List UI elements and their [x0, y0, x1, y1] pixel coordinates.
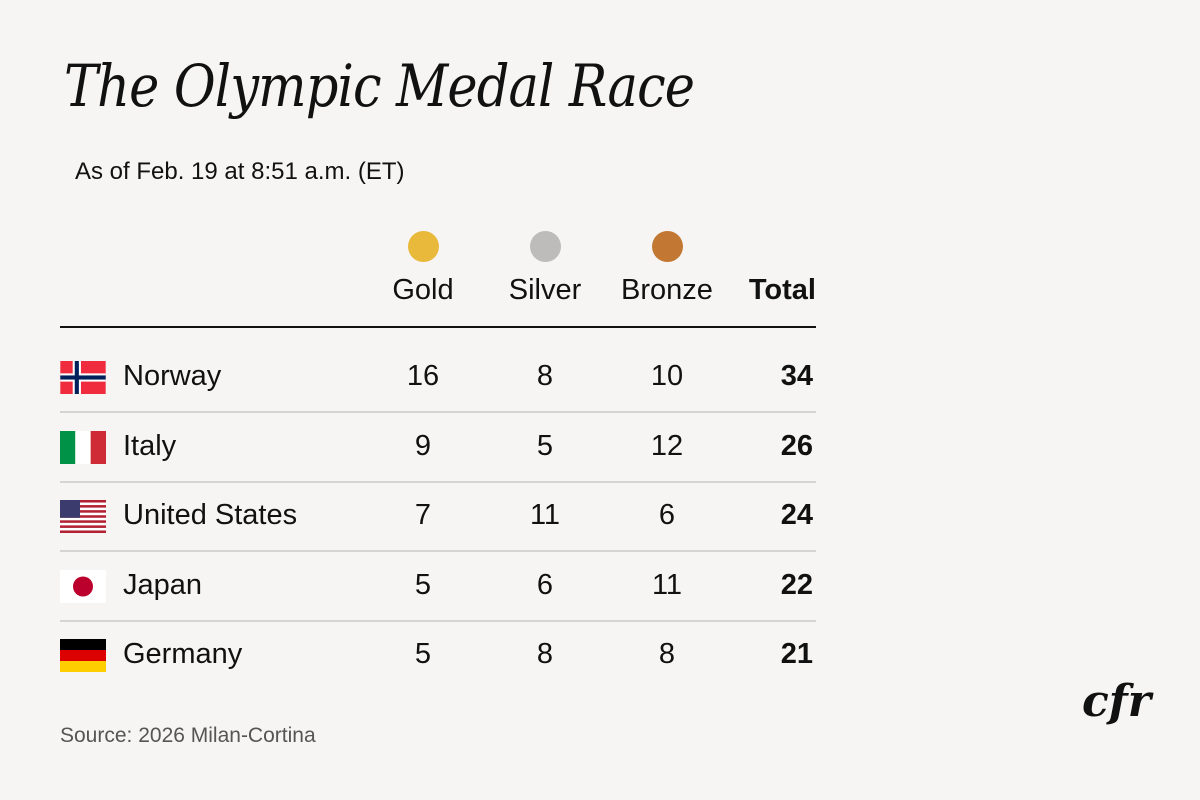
silver-count: 8 — [536, 360, 554, 392]
norway-flag-icon — [60, 361, 106, 394]
bronze-count: 11 — [651, 568, 683, 601]
row-divider — [60, 411, 816, 413]
silver-count: 8 — [536, 638, 554, 670]
row-divider — [60, 480, 816, 483]
header-divider — [60, 326, 816, 328]
germany-flag-icon — [60, 639, 106, 672]
header-silver: Silver — [508, 274, 582, 306]
country-name: Italy — [123, 429, 177, 462]
gold-count: 16 — [406, 360, 440, 392]
us-flag-icon — [60, 500, 106, 533]
italy-flag-icon — [60, 430, 106, 464]
total-count: 22 — [780, 568, 813, 601]
header-bronze: Bronze — [621, 274, 713, 306]
gold-count: 5 — [414, 568, 432, 601]
page-title: The Olympic Medal Race — [64, 52, 695, 120]
table-row: Norway 16 8 10 34 — [60, 344, 816, 413]
country-name: Germany — [123, 638, 243, 670]
cfr-logo: cfr — [1082, 676, 1151, 727]
total-count: 34 — [780, 360, 813, 392]
row-divider — [60, 550, 816, 552]
gold-count: 7 — [414, 499, 432, 531]
silver-count: 11 — [529, 499, 561, 531]
bronze-count: 12 — [650, 429, 684, 462]
subtitle: As of Feb. 19 at 8:51 a.m. (ET) — [75, 158, 405, 185]
header-total: Total — [748, 274, 816, 306]
country-name: Japan — [123, 568, 203, 601]
table-row: United States 7 11 6 24 — [60, 483, 816, 552]
gold-medal-icon — [408, 231, 439, 262]
country-name: United States — [123, 499, 298, 531]
total-count: 24 — [780, 499, 813, 531]
silver-medal-icon — [530, 231, 561, 262]
table-row: Italy 9 5 12 26 — [60, 414, 816, 483]
silver-count: 5 — [536, 429, 554, 462]
total-count: 26 — [780, 429, 813, 462]
table-row: Japan 5 6 11 22 — [60, 553, 816, 622]
bronze-medal-icon — [652, 231, 683, 262]
japan-flag-icon — [60, 569, 106, 603]
gold-count: 5 — [414, 638, 432, 670]
row-divider — [60, 619, 816, 622]
header-gold: Gold — [392, 274, 454, 306]
silver-count: 6 — [536, 568, 554, 601]
table-row: Germany 5 8 8 21 — [60, 622, 816, 691]
source-note: Source: 2026 Milan-Cortina — [60, 724, 316, 747]
bronze-count: 10 — [650, 360, 684, 392]
total-count: 21 — [780, 638, 813, 670]
bronze-count: 8 — [658, 638, 676, 670]
country-name: Norway — [123, 360, 222, 392]
bronze-count: 6 — [658, 499, 676, 531]
gold-count: 9 — [414, 429, 432, 462]
